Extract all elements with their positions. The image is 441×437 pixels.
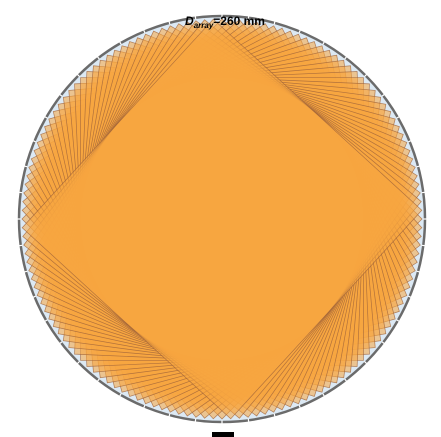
boundary-tick: [168, 21, 171, 25]
boundary-tick: [59, 94, 63, 97]
diameter-value: =260 mm: [213, 14, 265, 28]
boundary-tick: [396, 319, 400, 322]
rotated-square-stack: [21, 18, 423, 420]
boundary-tick: [97, 56, 100, 60]
boundary-tick: [344, 378, 347, 382]
boundary-tick: [381, 94, 385, 97]
boundary-tick: [364, 361, 368, 365]
boundary-tick: [24, 270, 28, 273]
boundary-tick: [416, 270, 420, 273]
boundary-tick: [24, 165, 28, 168]
boundary-tick: [396, 116, 400, 119]
boundary-tick: [298, 29, 301, 34]
boundary-tick: [364, 73, 368, 77]
boundary-tick: [44, 319, 48, 322]
boundary-tick: [76, 361, 80, 365]
boundary-tick: [143, 404, 146, 409]
boundary-tick: [59, 341, 63, 344]
boundary-tick: [97, 378, 100, 382]
boundary-tick: [322, 393, 325, 397]
boundary-tick: [32, 140, 37, 143]
boundary-tick: [44, 116, 48, 119]
boundary-tick: [322, 41, 325, 45]
boundary-tick: [32, 295, 37, 298]
boundary-tick: [119, 41, 122, 45]
diameter-subscript: array: [194, 21, 214, 30]
diameter-symbol: D: [185, 14, 194, 28]
boundary-tick: [407, 295, 412, 298]
boundary-tick: [143, 29, 146, 34]
boundary-tick: [298, 404, 301, 409]
boundary-tick: [76, 73, 80, 77]
bottom-marker: [212, 432, 234, 437]
rotated-square: [21, 18, 423, 420]
boundary-tick: [416, 165, 420, 168]
boundary-tick: [273, 413, 276, 417]
boundary-tick: [119, 393, 122, 397]
boundary-tick: [168, 413, 171, 417]
boundary-tick-marks: [17, 14, 427, 424]
boundary-tick: [407, 140, 412, 143]
boundary-tick: [273, 21, 276, 25]
boundary-tick: [381, 341, 385, 344]
boundary-tick: [344, 56, 347, 60]
array-diameter-label: Darray=260 mm: [185, 14, 265, 30]
